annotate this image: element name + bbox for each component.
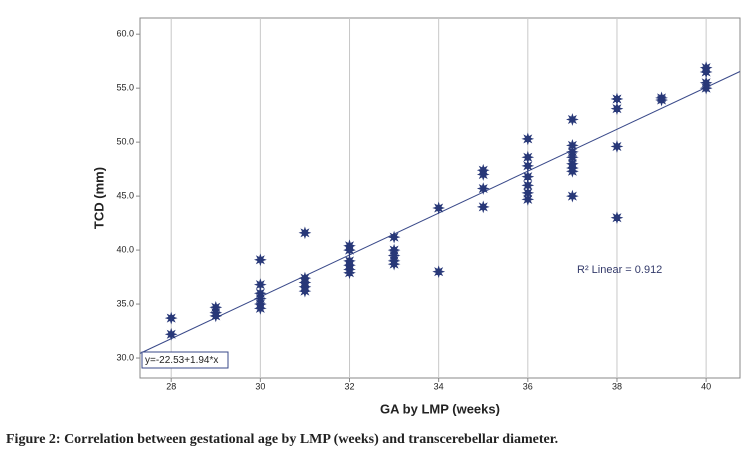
- point: [521, 178, 535, 192]
- point: [476, 182, 490, 195]
- x-tick-label: 38: [612, 381, 622, 391]
- x-tick-label: 34: [434, 381, 444, 391]
- point: [566, 164, 579, 178]
- y-tick-label: 35.0: [116, 298, 134, 308]
- point: [610, 92, 624, 106]
- y-axis-label: TCD (mm): [91, 167, 106, 229]
- point: [298, 284, 312, 298]
- point: [164, 327, 178, 341]
- y-tick-label: 50.0: [116, 137, 134, 147]
- point: [432, 265, 446, 279]
- point: [254, 278, 267, 291]
- point: [476, 200, 490, 214]
- point: [343, 243, 356, 257]
- point: [521, 192, 535, 206]
- point: [164, 311, 178, 325]
- point: [521, 150, 535, 164]
- point: [432, 201, 446, 215]
- x-tick-label: 40: [701, 381, 711, 391]
- point: [254, 302, 267, 315]
- point: [566, 189, 579, 203]
- point: [521, 159, 535, 173]
- point: [298, 226, 312, 240]
- point: [610, 140, 624, 153]
- point: [476, 168, 490, 181]
- point: [343, 266, 356, 280]
- point: [566, 150, 579, 164]
- x-tick-label: 28: [166, 381, 176, 391]
- plot-frame: [139, 17, 741, 379]
- x-tick-label: 32: [345, 381, 355, 391]
- point: [209, 309, 223, 323]
- y-tick-label: 45.0: [116, 190, 134, 200]
- caption: Figure 2: Correlation between gestationa…: [6, 432, 558, 447]
- equation-label: y=-22.53+1.94*x: [145, 355, 218, 366]
- point: [387, 230, 401, 244]
- point: [699, 65, 713, 79]
- point: [521, 170, 535, 184]
- point: [655, 93, 668, 107]
- equation-box: [141, 351, 229, 369]
- point: [610, 211, 624, 225]
- point: [387, 257, 401, 271]
- point: [254, 253, 267, 267]
- fit-line: [139, 71, 741, 354]
- point: [566, 139, 579, 152]
- point: [610, 102, 624, 116]
- point: [521, 132, 535, 146]
- point: [521, 186, 535, 200]
- x-axis-label: GA by LMP (weeks): [380, 401, 500, 416]
- y-tick-label: 30.0: [116, 352, 134, 362]
- r2-label: R² Linear = 0.912: [577, 264, 662, 276]
- x-tick-label: 36: [523, 381, 533, 391]
- point: [699, 81, 713, 95]
- y-tick-label: 55.0: [116, 83, 134, 93]
- x-tick-label: 30: [255, 381, 265, 391]
- point: [566, 113, 579, 126]
- y-tick-label: 60.0: [116, 29, 134, 39]
- y-tick-label: 40.0: [116, 244, 134, 254]
